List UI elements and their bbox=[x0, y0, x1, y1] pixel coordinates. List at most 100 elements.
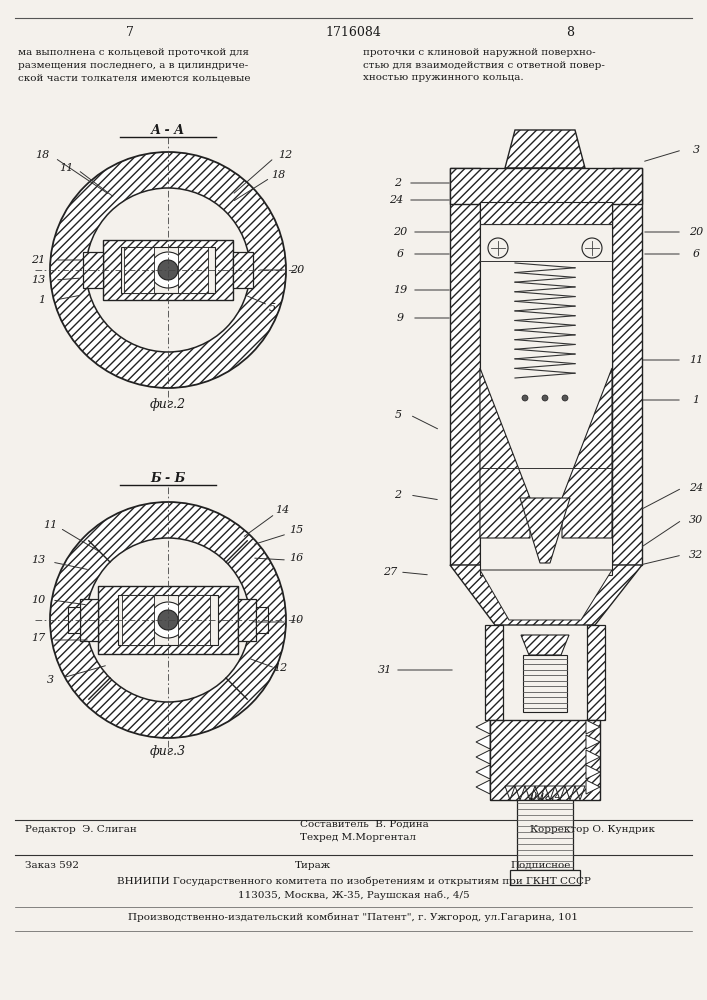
Circle shape bbox=[488, 238, 508, 258]
Text: 1: 1 bbox=[692, 395, 699, 405]
Polygon shape bbox=[525, 786, 535, 800]
Text: Б - Б: Б - Б bbox=[151, 472, 186, 485]
Bar bbox=[612, 168, 642, 565]
Polygon shape bbox=[545, 786, 555, 800]
Text: 16: 16 bbox=[289, 553, 303, 563]
Text: проточки с клиновой наружной поверхно-
стью для взаимодействия с ответной повер-: проточки с клиновой наружной поверхно- с… bbox=[363, 48, 605, 82]
Bar bbox=[178, 247, 208, 293]
Text: фиг.2: фиг.2 bbox=[150, 398, 186, 411]
Text: 2: 2 bbox=[395, 178, 402, 188]
Polygon shape bbox=[586, 720, 600, 734]
Bar bbox=[121, 247, 215, 293]
Bar bbox=[480, 224, 612, 575]
Text: 14: 14 bbox=[275, 505, 289, 515]
Polygon shape bbox=[555, 786, 565, 800]
Text: 20: 20 bbox=[689, 227, 703, 237]
Text: Техред М.Моргентал: Техред М.Моргентал bbox=[300, 832, 416, 842]
Text: 21: 21 bbox=[31, 255, 45, 265]
Polygon shape bbox=[586, 735, 600, 749]
Circle shape bbox=[150, 252, 186, 288]
Polygon shape bbox=[480, 368, 530, 538]
Bar bbox=[124, 247, 154, 293]
Text: 18: 18 bbox=[35, 150, 49, 160]
Bar bbox=[80, 599, 98, 641]
Text: ВНИИПИ Государственного комитета по изобретениям и открытиям при ГКНТ СССР: ВНИИПИ Государственного комитета по изоб… bbox=[117, 876, 590, 886]
Circle shape bbox=[86, 188, 250, 352]
Text: 6: 6 bbox=[397, 249, 404, 259]
Text: 18: 18 bbox=[271, 170, 285, 180]
Text: 13: 13 bbox=[31, 275, 45, 285]
Text: 1: 1 bbox=[38, 295, 45, 305]
Polygon shape bbox=[476, 750, 490, 764]
Circle shape bbox=[582, 238, 602, 258]
Polygon shape bbox=[520, 498, 570, 563]
Bar bbox=[450, 168, 480, 565]
Text: 3: 3 bbox=[692, 145, 699, 155]
Polygon shape bbox=[476, 780, 490, 794]
Text: 27: 27 bbox=[383, 567, 397, 577]
Text: 1716084: 1716084 bbox=[325, 25, 381, 38]
Bar bbox=[118, 595, 218, 645]
Text: 10: 10 bbox=[31, 595, 45, 605]
Text: Тираж: Тираж bbox=[295, 860, 331, 869]
Text: 113035, Москва, Ж-35, Раушская наб., 4/5: 113035, Москва, Ж-35, Раушская наб., 4/5 bbox=[238, 890, 469, 900]
Text: 20: 20 bbox=[393, 227, 407, 237]
Circle shape bbox=[50, 152, 286, 388]
Text: 3: 3 bbox=[47, 675, 54, 685]
Circle shape bbox=[158, 610, 178, 630]
Text: 12: 12 bbox=[273, 663, 287, 673]
Polygon shape bbox=[450, 565, 642, 625]
Text: 2: 2 bbox=[395, 490, 402, 500]
Text: 17: 17 bbox=[31, 633, 45, 643]
Bar bbox=[98, 586, 238, 654]
Text: 6: 6 bbox=[692, 249, 699, 259]
Polygon shape bbox=[562, 368, 612, 538]
Text: Заказ 592: Заказ 592 bbox=[25, 860, 79, 869]
Text: 24: 24 bbox=[389, 195, 403, 205]
Polygon shape bbox=[476, 720, 490, 734]
Bar bbox=[485, 625, 503, 720]
Polygon shape bbox=[476, 765, 490, 779]
Bar bbox=[178, 595, 210, 645]
Circle shape bbox=[158, 260, 178, 280]
Bar bbox=[122, 595, 154, 645]
Polygon shape bbox=[505, 786, 515, 800]
Text: 32: 32 bbox=[689, 550, 703, 560]
Text: фиг.3: фиг.3 bbox=[150, 745, 186, 758]
Polygon shape bbox=[586, 765, 600, 779]
Text: 7: 7 bbox=[126, 25, 134, 38]
Bar bbox=[523, 655, 567, 712]
Text: 20: 20 bbox=[290, 265, 304, 275]
Text: 11: 11 bbox=[689, 355, 703, 365]
Text: Редактор  Э. Слиган: Редактор Э. Слиган bbox=[25, 826, 136, 834]
Polygon shape bbox=[515, 786, 525, 800]
Circle shape bbox=[86, 538, 250, 702]
Bar bbox=[233, 252, 253, 288]
Text: 24: 24 bbox=[689, 483, 703, 493]
Bar bbox=[103, 240, 233, 300]
Bar bbox=[450, 168, 642, 204]
Bar bbox=[480, 202, 612, 224]
Text: 31: 31 bbox=[378, 665, 392, 675]
Circle shape bbox=[50, 502, 286, 738]
Text: 9: 9 bbox=[397, 313, 404, 323]
Text: Составитель  В. Родина: Составитель В. Родина bbox=[300, 820, 428, 828]
Text: 30: 30 bbox=[689, 515, 703, 525]
Text: 11: 11 bbox=[59, 163, 73, 173]
Text: Производственно-издательский комбинат "Патент", г. Ужгород, ул.Гагарина, 101: Производственно-издательский комбинат "П… bbox=[129, 912, 578, 922]
Bar bbox=[517, 800, 573, 870]
Polygon shape bbox=[505, 130, 585, 168]
Text: ма выполнена с кольцевой проточкой для
размещения последнего, а в цилиндриче-
ск: ма выполнена с кольцевой проточкой для р… bbox=[18, 48, 250, 82]
Text: 8: 8 bbox=[566, 25, 574, 38]
Text: 15: 15 bbox=[289, 525, 303, 535]
Circle shape bbox=[150, 602, 186, 638]
Text: 19: 19 bbox=[393, 285, 407, 295]
Polygon shape bbox=[565, 786, 575, 800]
Polygon shape bbox=[535, 786, 545, 800]
Circle shape bbox=[522, 395, 528, 401]
Text: 11: 11 bbox=[43, 520, 57, 530]
Polygon shape bbox=[480, 570, 612, 620]
Polygon shape bbox=[586, 780, 600, 794]
Text: Фиг.4: Фиг.4 bbox=[527, 790, 563, 803]
Polygon shape bbox=[521, 635, 569, 655]
